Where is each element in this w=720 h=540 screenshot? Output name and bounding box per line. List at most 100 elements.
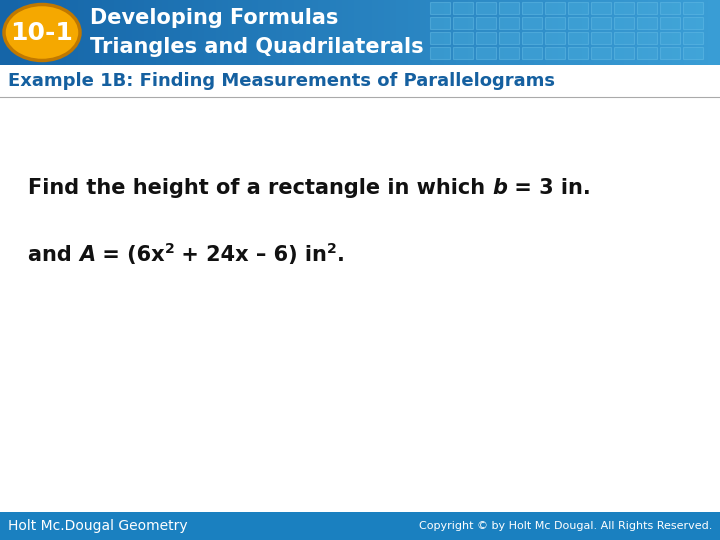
Polygon shape [90,0,96,65]
Polygon shape [552,0,558,65]
Polygon shape [114,0,120,65]
FancyBboxPatch shape [430,32,450,44]
FancyBboxPatch shape [476,47,496,59]
FancyBboxPatch shape [430,47,450,59]
Polygon shape [384,0,390,65]
Polygon shape [666,0,672,65]
Polygon shape [540,0,546,65]
Polygon shape [450,0,456,65]
FancyBboxPatch shape [660,47,680,59]
Text: Developing Formulas: Developing Formulas [90,8,338,28]
Polygon shape [174,0,180,65]
Polygon shape [582,0,588,65]
Polygon shape [696,0,702,65]
Polygon shape [414,0,420,65]
Polygon shape [336,0,342,65]
Polygon shape [522,0,528,65]
Polygon shape [354,0,360,65]
FancyBboxPatch shape [660,17,680,29]
FancyBboxPatch shape [614,47,634,59]
Polygon shape [426,0,432,65]
Polygon shape [96,0,102,65]
Polygon shape [378,0,384,65]
Polygon shape [600,0,606,65]
Polygon shape [54,0,60,65]
Text: .: . [337,245,345,265]
FancyBboxPatch shape [660,2,680,14]
Polygon shape [306,0,312,65]
FancyBboxPatch shape [522,32,542,44]
Polygon shape [570,0,576,65]
Polygon shape [276,0,282,65]
Polygon shape [186,0,192,65]
Polygon shape [594,0,600,65]
Polygon shape [654,0,660,65]
FancyBboxPatch shape [568,47,588,59]
Polygon shape [360,0,366,65]
Text: Holt Mc.Dougal Geometry: Holt Mc.Dougal Geometry [8,519,188,533]
Text: = 3 in.: = 3 in. [508,178,591,198]
FancyBboxPatch shape [683,17,703,29]
Polygon shape [168,0,174,65]
FancyBboxPatch shape [591,47,611,59]
FancyBboxPatch shape [0,65,720,97]
Polygon shape [498,0,504,65]
Polygon shape [60,0,66,65]
FancyBboxPatch shape [568,32,588,44]
Polygon shape [192,0,198,65]
Polygon shape [264,0,270,65]
Polygon shape [204,0,210,65]
Polygon shape [348,0,354,65]
Polygon shape [270,0,276,65]
FancyBboxPatch shape [591,32,611,44]
Polygon shape [84,0,90,65]
Polygon shape [330,0,336,65]
Polygon shape [66,0,72,65]
Polygon shape [0,0,6,65]
Polygon shape [18,0,24,65]
Text: = (6x: = (6x [95,245,165,265]
Text: 2: 2 [328,242,337,256]
Polygon shape [102,0,108,65]
Polygon shape [198,0,204,65]
Polygon shape [588,0,594,65]
Polygon shape [216,0,222,65]
FancyBboxPatch shape [568,17,588,29]
FancyBboxPatch shape [614,32,634,44]
Text: 2: 2 [165,242,174,256]
FancyBboxPatch shape [637,17,657,29]
Polygon shape [618,0,624,65]
Polygon shape [492,0,498,65]
Polygon shape [702,0,708,65]
FancyBboxPatch shape [683,32,703,44]
FancyBboxPatch shape [545,17,565,29]
Ellipse shape [4,4,80,60]
Text: Copyright © by Holt Mc Dougal. All Rights Reserved.: Copyright © by Holt Mc Dougal. All Right… [418,521,712,531]
Polygon shape [576,0,582,65]
Polygon shape [714,0,720,65]
Polygon shape [558,0,564,65]
Polygon shape [252,0,258,65]
Polygon shape [294,0,300,65]
Text: Triangles and Quadrilaterals: Triangles and Quadrilaterals [90,37,423,57]
Polygon shape [462,0,468,65]
FancyBboxPatch shape [637,32,657,44]
Polygon shape [684,0,690,65]
Polygon shape [678,0,684,65]
Polygon shape [318,0,324,65]
Polygon shape [180,0,186,65]
Polygon shape [138,0,144,65]
Polygon shape [504,0,510,65]
Polygon shape [642,0,648,65]
FancyBboxPatch shape [683,47,703,59]
Polygon shape [390,0,396,65]
Polygon shape [432,0,438,65]
Polygon shape [324,0,330,65]
FancyBboxPatch shape [499,32,519,44]
FancyBboxPatch shape [545,2,565,14]
Polygon shape [672,0,678,65]
FancyBboxPatch shape [0,97,720,512]
FancyBboxPatch shape [522,47,542,59]
FancyBboxPatch shape [430,2,450,14]
Polygon shape [288,0,294,65]
